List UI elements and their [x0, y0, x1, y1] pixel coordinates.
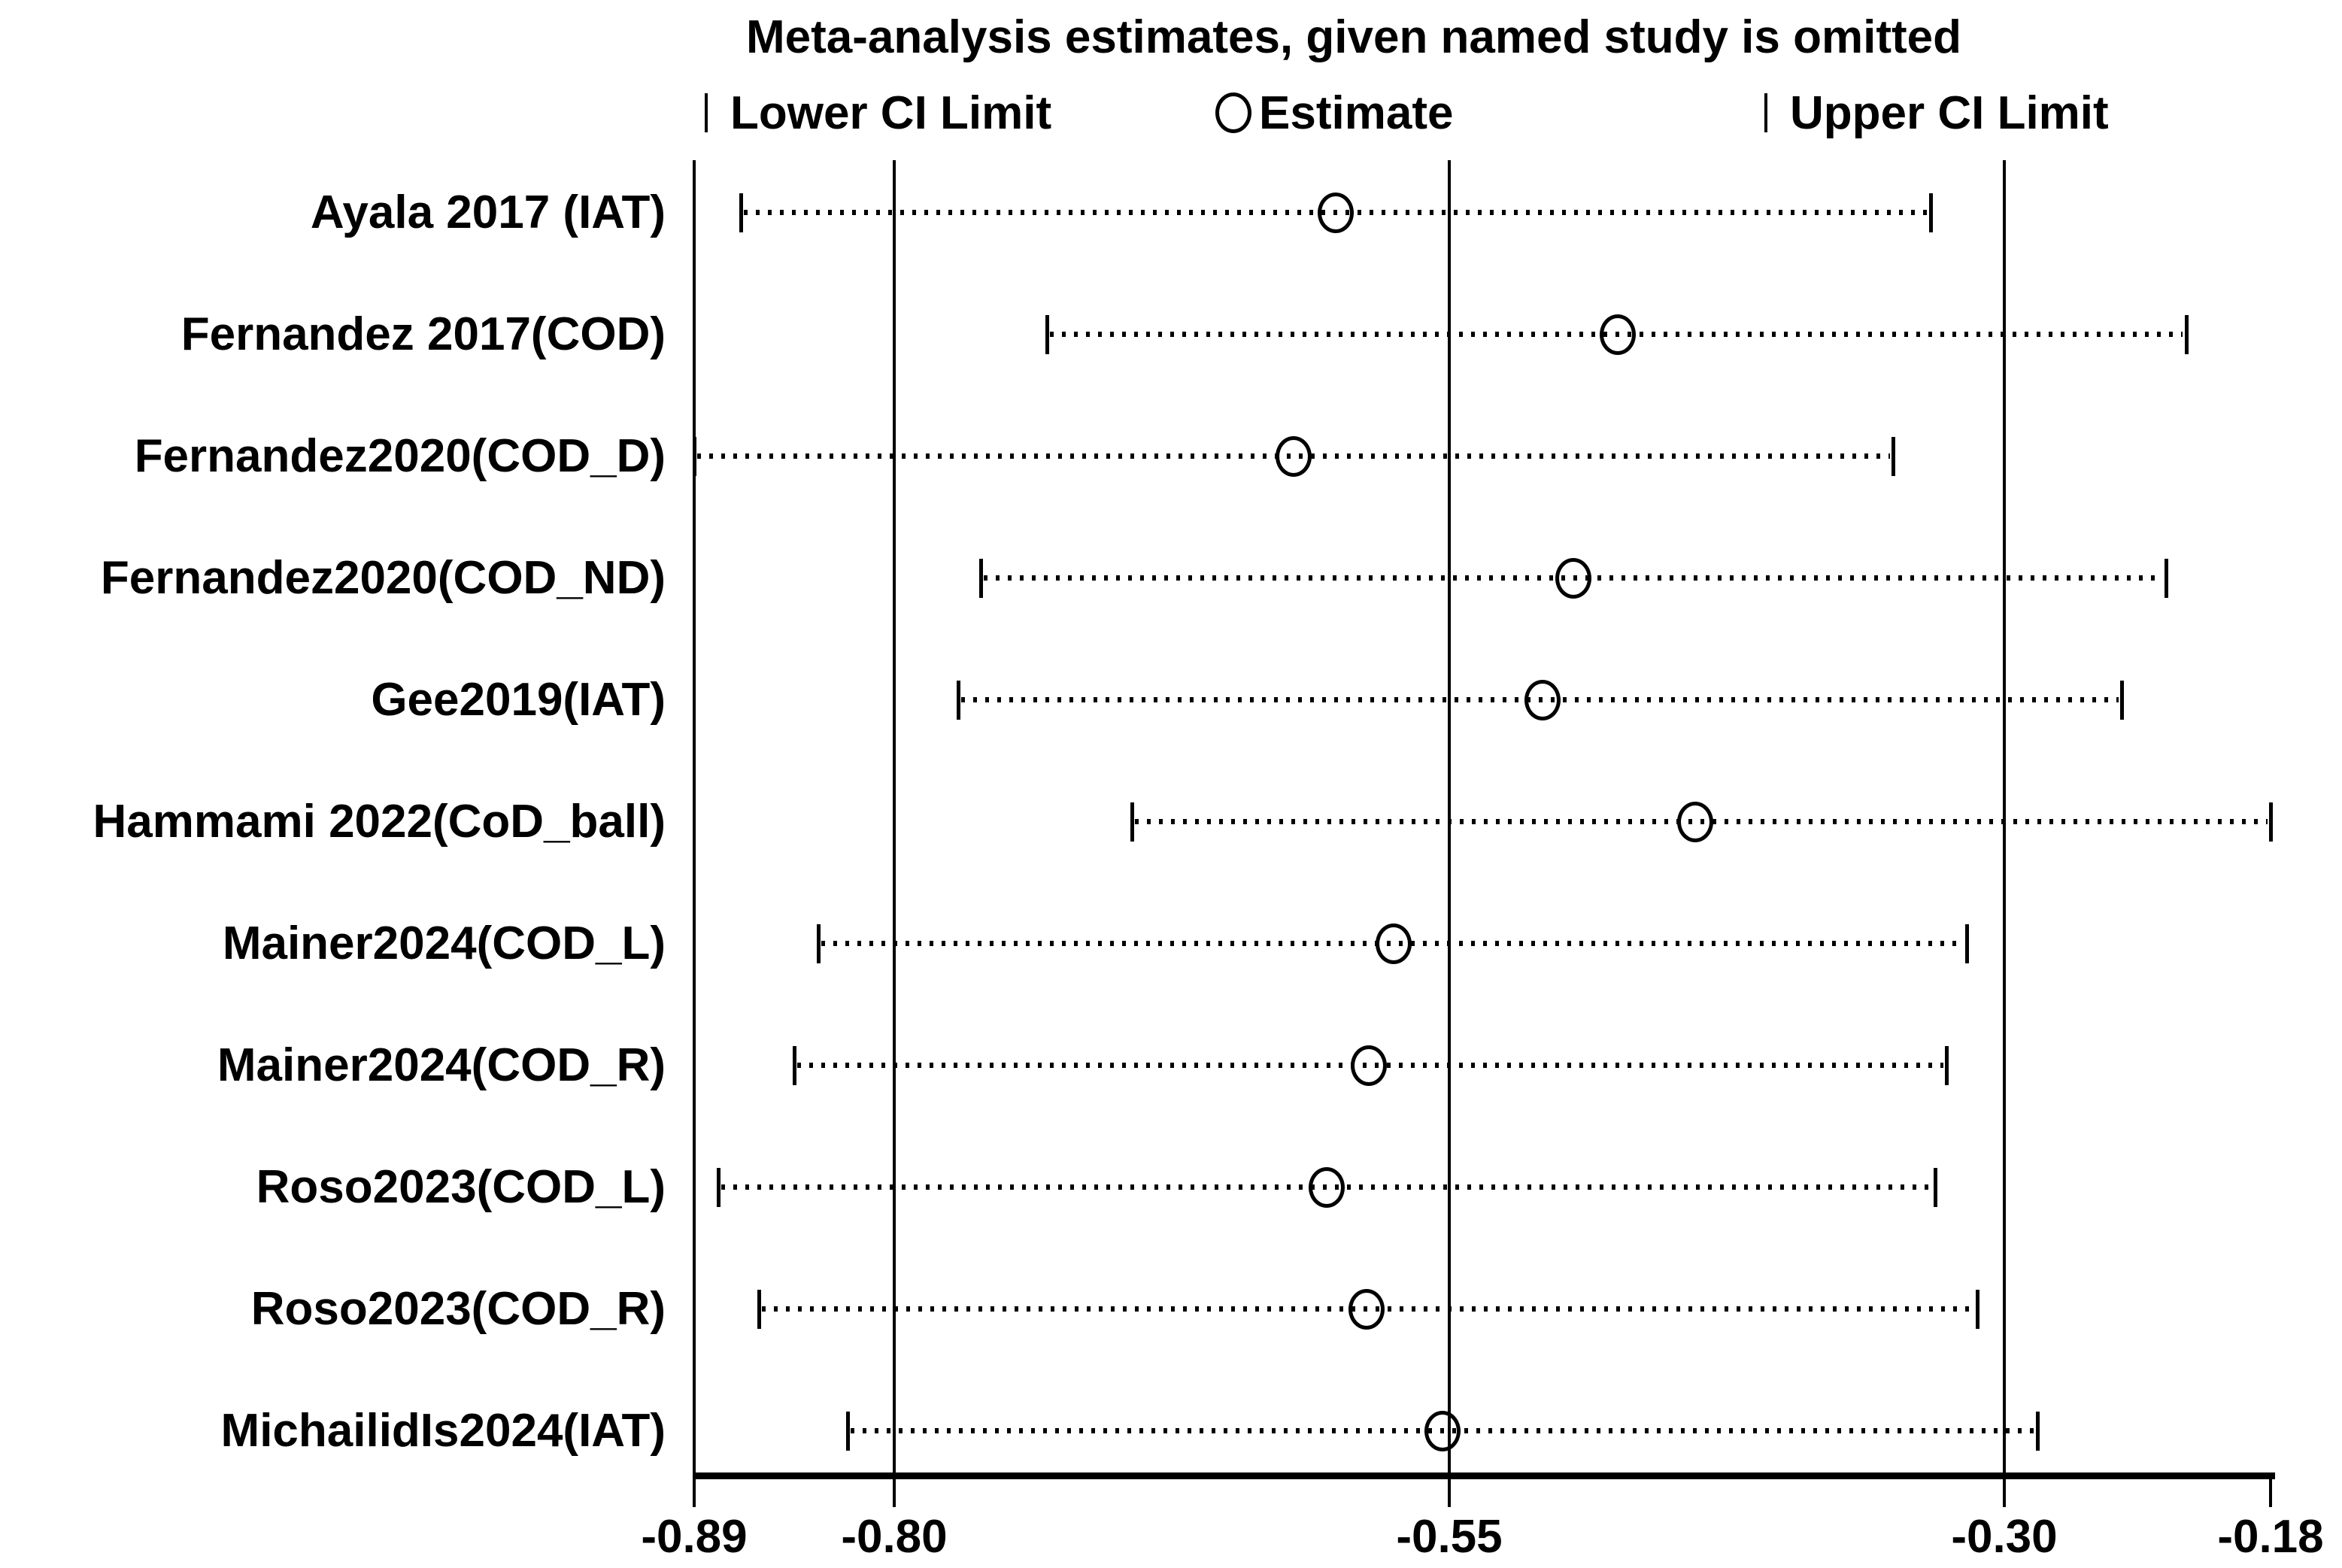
- estimate-marker: [1376, 924, 1412, 964]
- chart-title: Meta-analysis estimates, given named stu…: [746, 11, 1961, 63]
- estimate-marker: [1677, 802, 1713, 842]
- estimate-marker: [1600, 314, 1636, 355]
- lower-ci-tick: [979, 559, 983, 598]
- study-label: Roso2023(COD_R): [250, 1283, 666, 1335]
- upper-ci-tick: [2269, 802, 2273, 842]
- study-label: MichailidIs2024(IAT): [220, 1405, 666, 1457]
- axis-tick-label: -0.30: [1951, 1511, 2058, 1563]
- study-label: Mainer2024(COD_R): [217, 1039, 666, 1091]
- lower-ci-tick: [693, 437, 696, 476]
- estimate-marker: [1424, 1411, 1461, 1451]
- legend-item-estimate: Estimate: [1215, 86, 1454, 139]
- estimate-marker: [1276, 436, 1312, 477]
- lower-ci-tick: [757, 1290, 761, 1329]
- upper-ci-tick: [1929, 193, 1933, 232]
- legend-item-upper-ci: Upper CI Limit: [1764, 86, 2109, 139]
- study-label: Ayala 2017 (IAT): [310, 187, 666, 238]
- upper-ci-tick: [2165, 559, 2168, 598]
- lower-ci-tick: [846, 1412, 850, 1451]
- estimate-marker: [1348, 1289, 1385, 1330]
- upper-ci-tick: [2036, 1412, 2040, 1451]
- lower-ci-tick: [1130, 802, 1134, 842]
- axis-tick-label: -0.89: [641, 1511, 748, 1563]
- upper-ci-tick: [1965, 924, 1969, 963]
- study-label: Fernandez2020(COD_ND): [100, 552, 666, 604]
- upper-ci-tick: [2185, 315, 2189, 354]
- upper-ci-tick-icon: [1764, 93, 1767, 132]
- axis-tick: [893, 1475, 896, 1507]
- reference-gridline: [1448, 160, 1451, 1475]
- axis-tick: [693, 1475, 696, 1507]
- axis-tick: [2269, 1475, 2272, 1507]
- axis-tick-label: -0.18: [2217, 1511, 2324, 1563]
- legend-lower-label: Lower CI Limit: [730, 86, 1052, 139]
- lower-ci-tick: [957, 681, 960, 720]
- study-label: Gee2019(IAT): [371, 674, 666, 726]
- lower-ci-tick: [793, 1046, 796, 1085]
- reference-gridline: [893, 160, 896, 1475]
- lower-ci-tick-icon: [705, 93, 708, 132]
- lower-ci-tick: [717, 1168, 720, 1207]
- upper-ci-tick: [2120, 681, 2124, 720]
- estimate-marker: [1555, 558, 1591, 599]
- axis-tick: [2003, 1475, 2006, 1507]
- upper-ci-tick: [1934, 1168, 1937, 1207]
- study-label: Mainer2024(COD_L): [222, 917, 666, 969]
- upper-ci-tick: [1976, 1290, 1979, 1329]
- axis-tick-label: -0.55: [1396, 1511, 1503, 1563]
- lower-ci-tick: [1045, 315, 1049, 354]
- study-label: Fernandez 2017(COD): [181, 308, 666, 360]
- study-label: Fernandez2020(COD_D): [134, 430, 666, 482]
- legend-item-lower-ci: Lower CI Limit: [705, 86, 1052, 139]
- estimate-marker: [1309, 1167, 1345, 1208]
- reference-gridline: [2003, 160, 2006, 1475]
- upper-ci-tick: [1945, 1046, 1949, 1085]
- axis-tick-label: -0.80: [841, 1511, 948, 1563]
- lower-ci-tick: [817, 924, 821, 963]
- estimate-marker: [1351, 1045, 1387, 1086]
- axis-tick: [1448, 1475, 1451, 1507]
- x-axis-line: [693, 1472, 2275, 1479]
- lower-ci-tick: [739, 193, 743, 232]
- upper-ci-tick: [1891, 437, 1895, 476]
- estimate-marker: [1318, 193, 1354, 233]
- study-label: Roso2023(COD_L): [256, 1161, 666, 1213]
- estimate-circle-icon: [1215, 93, 1251, 133]
- study-label: Hammami 2022(CoD_ball): [93, 796, 666, 848]
- legend-upper-label: Upper CI Limit: [1790, 86, 2109, 139]
- reference-gridline: [693, 160, 696, 1475]
- estimate-marker: [1524, 680, 1561, 720]
- legend-estimate-label: Estimate: [1259, 86, 1454, 139]
